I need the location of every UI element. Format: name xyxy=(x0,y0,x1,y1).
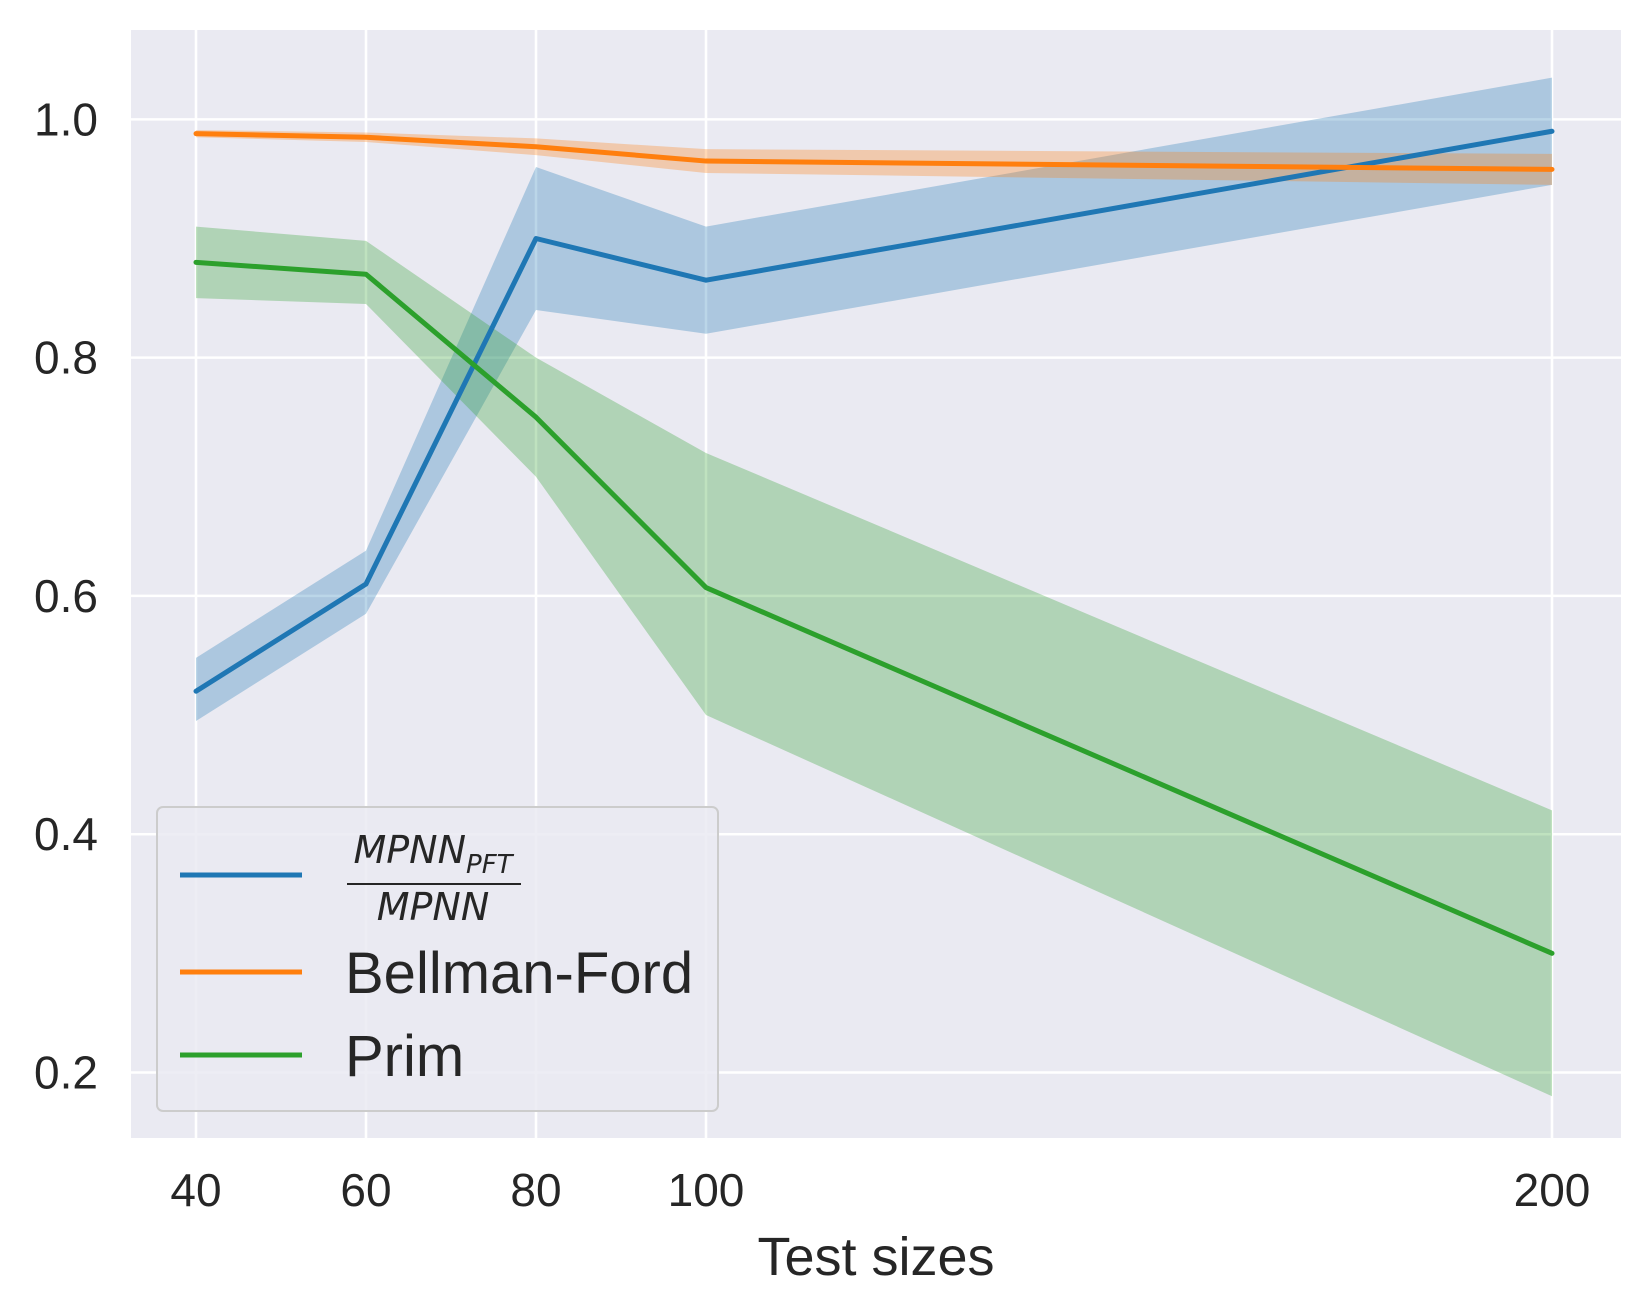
series-lines xyxy=(193,128,1555,956)
line-mpnn-ratio xyxy=(193,128,1555,694)
x-tick-label: 100 xyxy=(668,1164,745,1216)
x-tick-label: 200 xyxy=(1514,1164,1591,1216)
legend-label-prim: Prim xyxy=(345,1024,464,1089)
x-tick-labels: 40 60 80 100 200 xyxy=(170,1164,1590,1216)
legend: MPNNPFT MPNN Bellman-Ford Prim xyxy=(156,806,719,1112)
y-tick-label: 1.0 xyxy=(34,93,98,145)
y-tick-label: 0.2 xyxy=(34,1046,98,1098)
y-tick-label: 0.4 xyxy=(34,808,98,860)
line-prim xyxy=(193,259,1555,956)
legend-label-bellman-ford: Bellman-Ford xyxy=(345,941,693,1006)
y-tick-label: 0.6 xyxy=(34,570,98,622)
x-axis-label: Test sizes xyxy=(757,1227,994,1287)
y-tick-labels: 0.2 0.4 0.6 0.8 1.0 xyxy=(34,93,98,1098)
legend-box xyxy=(156,806,719,1112)
line-bellman-ford xyxy=(193,131,1555,172)
legend-label-numerator: MPNNPFT xyxy=(353,828,514,880)
x-tick-label: 80 xyxy=(510,1164,561,1216)
x-tick-label: 40 xyxy=(170,1164,221,1216)
x-tick-label: 60 xyxy=(340,1164,391,1216)
y-tick-label: 0.8 xyxy=(34,332,98,384)
band-bellman-ford xyxy=(196,130,1552,185)
legend-label-denominator: MPNN xyxy=(377,885,490,929)
